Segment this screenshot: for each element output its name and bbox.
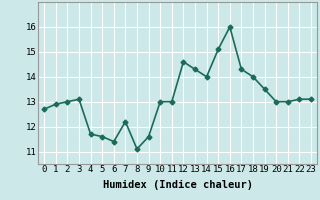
X-axis label: Humidex (Indice chaleur): Humidex (Indice chaleur) [103, 180, 252, 190]
